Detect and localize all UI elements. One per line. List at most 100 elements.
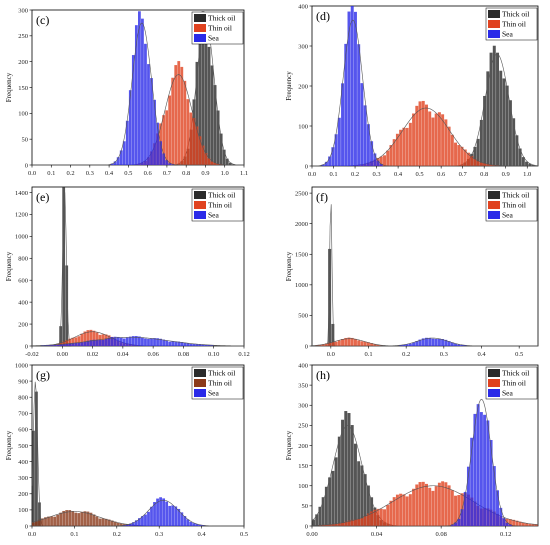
histogram-bar: [38, 519, 41, 526]
histogram-bar: [89, 340, 93, 346]
histogram-bar: [415, 105, 419, 166]
histogram-bar: [119, 523, 123, 526]
y-tick-label: 1200: [15, 212, 28, 219]
histogram-bar: [496, 52, 499, 166]
histogram-bar: [347, 337, 351, 346]
histogram-bar: [171, 77, 175, 165]
histogram-bar: [525, 161, 529, 166]
histogram-bar: [337, 117, 341, 166]
y-tick-label: 200: [18, 59, 28, 66]
x-tick-label: 0.12: [238, 351, 249, 358]
histogram-bar: [204, 153, 208, 165]
histogram-bar: [186, 343, 190, 346]
histogram-bar: [83, 341, 87, 346]
legend-swatch: [194, 201, 206, 209]
histogram-bar: [315, 345, 319, 346]
y-tick-label: 300: [18, 7, 28, 14]
histogram-bar: [328, 156, 332, 166]
histogram-bar: [366, 485, 370, 526]
histogram-bar: [318, 525, 322, 526]
histogram-bar: [315, 514, 319, 526]
histogram-bar: [357, 519, 361, 526]
y-axis-label: Frequency: [5, 251, 13, 281]
histogram-bar: [425, 104, 428, 166]
histogram-bar: [486, 420, 490, 526]
histogram-bar: [150, 506, 153, 526]
histogram-bar: [454, 142, 458, 166]
histogram-bar: [183, 516, 187, 526]
histogram-bar: [77, 342, 81, 346]
histogram-bar: [389, 500, 393, 526]
histogram-bar: [344, 43, 348, 166]
histogram-bar: [454, 522, 458, 526]
x-tick-label: -0.02: [25, 351, 39, 358]
histogram-bar: [379, 163, 383, 166]
histogram-bar: [207, 344, 211, 346]
histogram-bar: [113, 336, 117, 346]
histogram-bar: [128, 523, 132, 526]
y-tick-label: 100: [18, 507, 28, 514]
histogram-bar: [450, 342, 454, 346]
series-bars: [122, 497, 205, 526]
histogram-bar: [486, 163, 490, 166]
histogram-bar: [489, 440, 493, 526]
y-tick-label: 200: [298, 83, 308, 90]
series-bars: [328, 248, 335, 346]
y-tick-label: 1400: [15, 190, 28, 197]
histogram-bar: [110, 520, 114, 526]
legend-label: Thin oil: [502, 20, 526, 29]
histogram-bar: [483, 163, 487, 166]
histogram-bar: [334, 524, 338, 526]
histogram-bar: [353, 443, 357, 526]
histogram-bar: [350, 425, 354, 526]
histogram-bar: [412, 342, 416, 346]
y-axis-label: Frequency: [285, 71, 293, 101]
histogram-bar: [470, 155, 474, 166]
histogram-bar: [231, 164, 235, 165]
histogram-bar: [159, 497, 162, 526]
histogram-bar: [534, 524, 538, 526]
x-tick-label: 0.08: [435, 531, 446, 538]
histogram-bar: [421, 338, 425, 346]
legend-label: Thick oil: [502, 10, 529, 19]
histogram-bar: [35, 391, 38, 526]
histogram-bar: [186, 519, 190, 526]
histogram-bar: [441, 114, 445, 166]
histogram-bar: [174, 341, 178, 346]
y-tick-label: 500: [298, 313, 308, 320]
x-tick-label: 0.12: [500, 531, 511, 538]
histogram-bar: [180, 342, 184, 346]
histogram-bar: [95, 339, 99, 346]
histogram-bar: [116, 522, 120, 526]
histogram-bar: [171, 164, 175, 165]
histogram-bar: [186, 99, 190, 165]
histogram-bar: [476, 161, 480, 166]
histogram-bar: [210, 65, 214, 165]
histogram-bar: [213, 85, 217, 165]
histogram-bar: [192, 117, 196, 165]
y-tick-label: 400: [298, 3, 308, 10]
histogram-bar: [189, 521, 193, 526]
histogram-bar: [331, 524, 335, 526]
histogram-bar: [119, 150, 123, 165]
histogram-bar: [496, 490, 499, 526]
histogram-bar: [207, 46, 211, 165]
histogram-bar: [350, 519, 354, 526]
histogram-bar: [104, 518, 108, 526]
fit-curve: [31, 381, 244, 527]
series-bars: [110, 11, 175, 166]
legend-swatch: [488, 30, 500, 38]
legend-label: Sea: [208, 211, 220, 220]
histogram-bar: [80, 342, 84, 346]
series-bars: [460, 45, 535, 166]
histogram-bar: [50, 516, 53, 526]
histogram-bar: [53, 516, 56, 526]
legend-swatch: [194, 14, 206, 22]
histogram-bar: [521, 157, 525, 166]
x-tick-label: 0.4: [198, 531, 207, 538]
x-tick-label: 0.4: [105, 170, 114, 177]
y-tick-label: 50: [22, 136, 29, 143]
histogram-bar: [405, 344, 409, 346]
